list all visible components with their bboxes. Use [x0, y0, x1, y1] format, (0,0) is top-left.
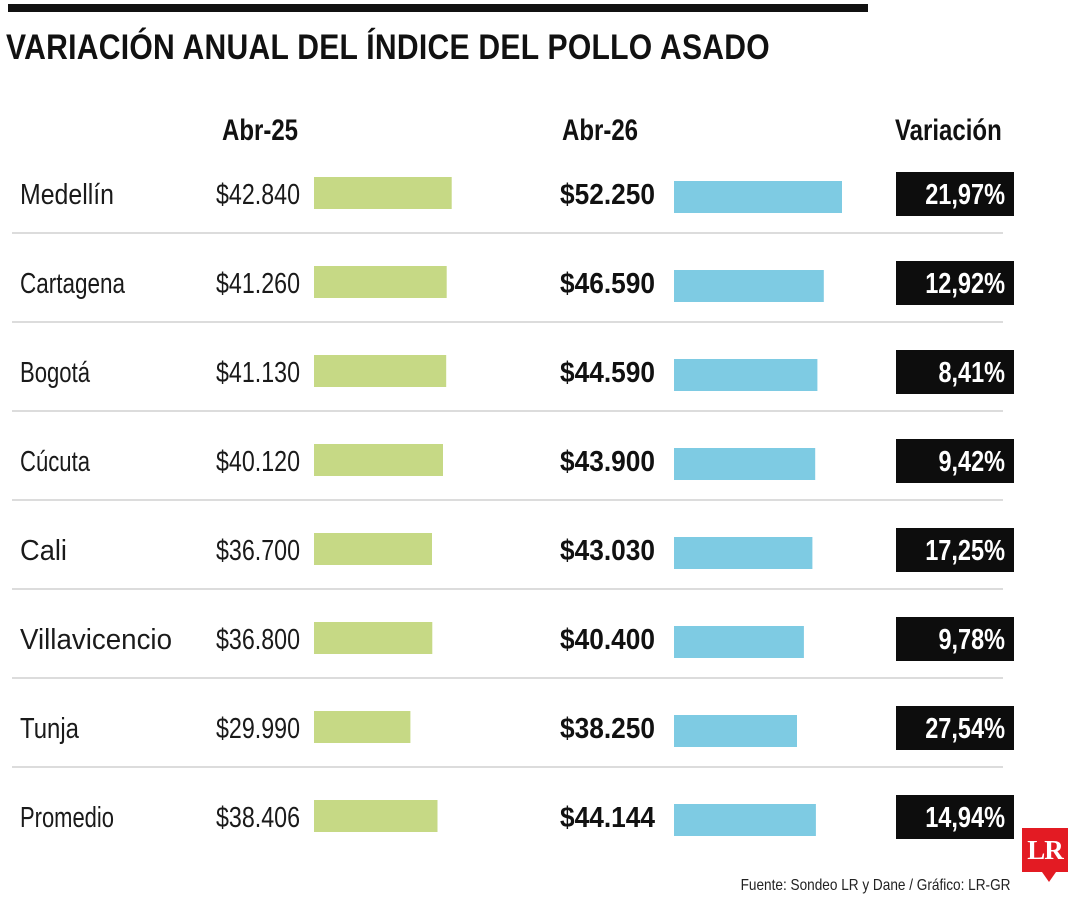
abr25-bar	[314, 444, 443, 476]
column-header-variation: Variación	[895, 114, 1002, 147]
variation-label: 27,54%	[925, 713, 1005, 745]
category-label: Medellín	[20, 179, 114, 211]
abr25-value-label: $29.990	[216, 713, 300, 745]
abr25-value-label: $41.130	[216, 357, 300, 389]
abr25-bar	[314, 622, 433, 654]
abr25-value-label: $36.800	[216, 624, 300, 656]
abr26-value-label: $43.900	[560, 446, 655, 478]
column-header-abr26: Abr-26	[562, 114, 639, 147]
category-label: Cúcuta	[20, 446, 91, 478]
variation-label: 12,92%	[925, 268, 1005, 300]
variation-label: 14,94%	[925, 802, 1005, 834]
variation-label: 9,78%	[939, 624, 1006, 656]
variation-box	[896, 528, 1014, 572]
abr26-value-label: $38.250	[560, 713, 655, 745]
abr25-value-label: $40.120	[216, 446, 300, 478]
abr26-value-label: $52.250	[560, 179, 655, 211]
abr26-value-label: $40.400	[560, 624, 655, 656]
variation-label: 8,41%	[939, 357, 1006, 389]
category-label: Promedio	[20, 802, 114, 834]
abr26-value-label: $46.590	[560, 268, 655, 300]
category-label: Cali	[20, 535, 67, 567]
variation-box	[896, 439, 1014, 483]
variation-box	[896, 350, 1014, 394]
abr25-value-label: $41.260	[216, 268, 300, 300]
abr26-bar	[674, 715, 797, 747]
abr26-value-label: $43.030	[560, 535, 655, 567]
abr26-value-label: $44.590	[560, 357, 655, 389]
lr-logo: LR	[1022, 828, 1068, 872]
category-label: Cartagena	[20, 268, 126, 300]
abr26-bar	[674, 537, 813, 569]
logo-tail	[1042, 872, 1056, 882]
abr25-bar	[314, 266, 447, 298]
variation-label: 17,25%	[925, 535, 1005, 567]
abr25-bar	[314, 711, 411, 743]
category-label: Villavicencio	[20, 624, 172, 656]
variation-label: 9,42%	[939, 446, 1006, 478]
abr26-bar	[674, 448, 816, 480]
variation-box	[896, 617, 1014, 661]
abr26-bar	[674, 359, 818, 391]
abr26-bar	[674, 181, 842, 213]
top-rule	[8, 4, 868, 12]
abr25-value-label: $36.700	[216, 535, 300, 567]
abr26-bar	[674, 626, 804, 658]
column-header-abr25: Abr-25	[222, 114, 299, 147]
abr26-value-label: $44.144	[560, 802, 655, 834]
variation-label: 21,97%	[925, 179, 1005, 211]
abr26-bar	[674, 804, 816, 836]
category-label: Tunja	[20, 713, 80, 745]
abr25-bar	[314, 533, 432, 565]
variation-box	[896, 172, 1014, 216]
variation-box	[896, 261, 1014, 305]
abr25-bar	[314, 800, 438, 832]
variation-box	[896, 706, 1014, 750]
variation-box	[896, 795, 1014, 839]
abr25-value-label: $42.840	[216, 179, 300, 211]
abr25-value-label: $38.406	[216, 802, 300, 834]
chart-title: VARIACIÓN ANUAL DEL ÍNDICE DEL POLLO ASA…	[6, 28, 770, 67]
category-label: Bogotá	[20, 357, 91, 389]
abr26-bar	[674, 270, 824, 302]
source-note: Fuente: Sondeo LR y Dane / Gráfico: LR-G…	[740, 877, 1010, 894]
abr25-bar	[314, 355, 447, 387]
abr25-bar	[314, 177, 452, 209]
